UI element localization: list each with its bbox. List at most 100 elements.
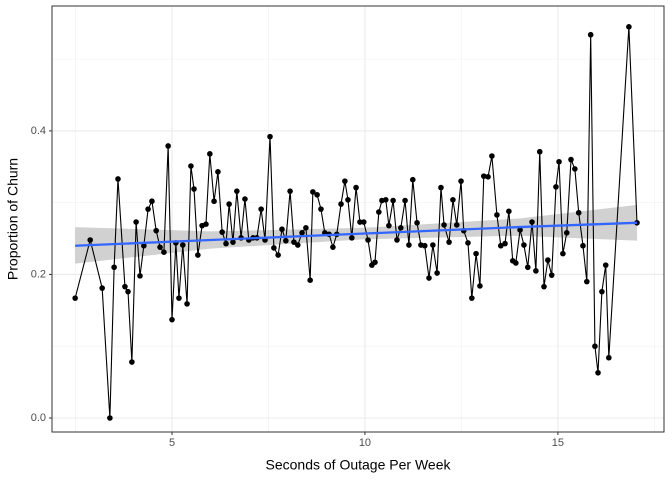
y-axis-title: Proportion of Churn <box>5 158 21 280</box>
data-point <box>365 237 371 243</box>
data-point <box>267 133 273 140</box>
data-point <box>560 250 566 257</box>
data-point <box>421 242 428 249</box>
data-point <box>122 283 128 290</box>
data-point <box>271 245 277 251</box>
data-point <box>283 237 289 244</box>
panel-border <box>51 5 665 433</box>
data-point <box>191 186 197 192</box>
data-point <box>295 242 301 248</box>
data-point <box>184 301 190 307</box>
data-point <box>426 275 432 281</box>
data-point <box>409 176 416 183</box>
data-point <box>141 242 147 249</box>
data-point <box>219 229 225 235</box>
data-point <box>307 277 313 283</box>
data-point <box>489 153 495 159</box>
data-point <box>133 219 139 225</box>
data-point <box>469 295 475 301</box>
data-point <box>188 163 194 169</box>
data-point <box>345 196 351 203</box>
data-point <box>318 206 324 212</box>
data-point <box>553 184 559 190</box>
data-point <box>572 166 578 172</box>
data-point <box>303 224 309 231</box>
data-point <box>157 244 163 250</box>
data-point <box>480 173 487 179</box>
data-point <box>291 239 297 245</box>
data-point <box>230 239 236 245</box>
data-point <box>125 288 131 295</box>
data-point <box>353 184 359 191</box>
data-point <box>497 242 504 249</box>
data-point <box>310 189 316 195</box>
data-point <box>111 264 117 271</box>
x-tick-label: 10 <box>359 437 371 449</box>
data-point <box>234 188 240 194</box>
data-point <box>153 227 159 234</box>
data-point <box>338 201 344 207</box>
data-point <box>477 283 483 289</box>
data-point <box>226 201 232 207</box>
data-point <box>394 237 400 243</box>
x-tick-label: 15 <box>552 437 564 449</box>
data-point <box>563 230 570 236</box>
data-point <box>223 240 229 247</box>
data-point <box>115 176 121 182</box>
data-point <box>169 316 175 323</box>
data-point <box>402 197 408 204</box>
data-point <box>349 235 355 241</box>
data-point <box>129 359 135 365</box>
data-point <box>521 242 527 248</box>
data-point <box>580 242 586 249</box>
data-point <box>441 222 447 228</box>
data-point <box>529 219 535 225</box>
data-point <box>502 240 508 247</box>
data-point <box>145 206 151 212</box>
data-point <box>107 415 113 421</box>
trend-line <box>75 221 638 247</box>
data-point <box>342 178 348 184</box>
data-point <box>87 237 94 243</box>
data-point <box>473 250 479 257</box>
data-point <box>330 244 336 250</box>
data-point <box>556 158 562 165</box>
data-point <box>207 151 213 157</box>
data-point <box>513 260 519 266</box>
data-point <box>176 295 182 301</box>
data-point <box>494 212 500 218</box>
data-point <box>149 198 155 205</box>
data-point <box>536 148 543 155</box>
data-point <box>533 268 539 274</box>
data-point <box>438 184 444 191</box>
data-point <box>485 174 491 180</box>
data-point <box>242 196 248 202</box>
y-tick-label: 0.4 <box>31 125 46 137</box>
data-point <box>524 264 531 271</box>
data-point <box>434 270 440 276</box>
data-point <box>398 224 404 231</box>
data-point <box>258 206 264 212</box>
data-point <box>382 196 389 203</box>
data-point <box>506 208 512 215</box>
x-axis-title: Seconds of Outage Per Week <box>266 457 452 473</box>
data-point <box>592 343 598 350</box>
data-point <box>195 252 201 258</box>
data-point <box>161 249 167 255</box>
data-point <box>575 209 582 216</box>
data-point <box>299 230 305 236</box>
data-point <box>287 188 293 194</box>
data-point <box>584 278 590 285</box>
data-point <box>211 198 217 205</box>
data-point <box>599 288 605 295</box>
data-point <box>453 222 460 228</box>
data-point <box>602 262 609 268</box>
y-tick-label: 0.2 <box>31 268 46 280</box>
data-point <box>414 219 420 226</box>
data-point <box>446 239 452 245</box>
data-point <box>450 196 456 203</box>
data-point <box>606 354 612 361</box>
data-point <box>203 221 209 228</box>
